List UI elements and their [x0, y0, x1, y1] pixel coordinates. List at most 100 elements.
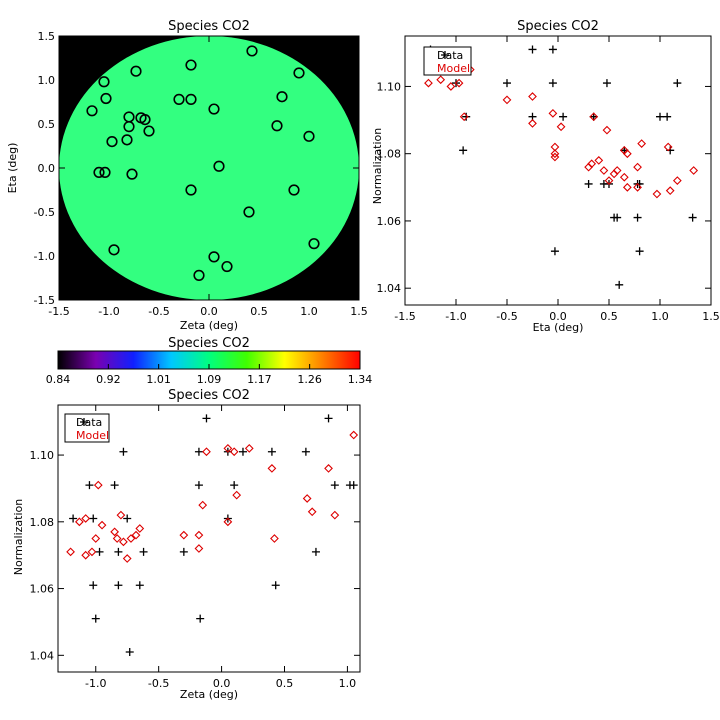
eta-legend-data-label: Data [437, 49, 463, 62]
zeta-data-point [230, 481, 239, 490]
eta-model-point [446, 82, 456, 91]
eta-data-point [462, 112, 471, 121]
zeta-data-point [89, 581, 98, 590]
zeta-model-point [91, 534, 101, 543]
eta-model-point [689, 166, 699, 175]
map-station-marker [98, 76, 110, 88]
zeta-legend-model-label: Model [76, 429, 109, 442]
eta-data-point [673, 79, 682, 88]
zeta-model-point [119, 537, 128, 547]
colorbar-panel: Species CO2 0.84 0.92 1.01 1.09 1.17 1.26 1.34 [46, 336, 373, 386]
eta-x-tick-label: 1.5 [702, 310, 720, 323]
zeta-x-tick-label: 0.0 [213, 677, 231, 690]
map-station-marker [99, 166, 111, 178]
map-station-marker [100, 92, 112, 105]
zeta-y-tick-label: 1.08 [30, 516, 55, 529]
eta-model-point [637, 139, 647, 148]
zeta-x-tick-label: -0.5 [148, 677, 169, 690]
zeta-model-point [97, 520, 107, 530]
eta-x-tick-label: 0.0 [549, 310, 567, 323]
zeta-x-ticks: -1.0 -0.5 0.0 0.5 1.0 [85, 405, 356, 690]
zeta-data-point [95, 547, 104, 556]
colorbar-tick-label: 1.01 [146, 373, 171, 386]
eta-model-point [633, 162, 642, 172]
zeta-model-point [122, 554, 132, 563]
map-y-tick-label: -1.5 [34, 294, 55, 307]
zeta-data-point [271, 581, 280, 590]
map-x-tick-label: -1.0 [98, 305, 119, 318]
map-station-marker [208, 103, 220, 115]
zeta-model-point [223, 444, 233, 453]
eta-model-point [424, 78, 433, 88]
zeta-data-point [194, 481, 203, 490]
map-y-ticks: 1.5 1.0 0.5 0.0 -0.5 -1.0 -1.5 [34, 30, 359, 307]
eta-model-point [604, 176, 614, 185]
zeta-x-tick-label: -1.0 [85, 677, 106, 690]
map-y-tick-label: 1.0 [38, 74, 56, 87]
eta-frame [404, 35, 712, 306]
eta-data-point [559, 112, 568, 121]
map-plot-area [58, 35, 360, 301]
eta-x-tick-label: -1.5 [394, 310, 415, 323]
zeta-data-point [125, 647, 134, 656]
eta-legend-box [423, 46, 472, 76]
colorbar-title: Species CO2 [168, 336, 250, 351]
eta-x-ticks: -1.5 -1.0 -0.5 0.0 0.5 1.0 1.5 [394, 36, 720, 323]
eta-data-point [548, 79, 557, 88]
eta-data-point [615, 280, 624, 289]
zeta-data-point [139, 547, 148, 556]
eta-x-tick-label: 1.0 [651, 310, 669, 323]
zeta-model-point [244, 444, 254, 453]
map-station-marker [246, 45, 258, 57]
zeta-x-tick-label: 1.0 [339, 677, 357, 690]
map-station-marker [106, 136, 118, 148]
zeta-data-point [330, 481, 339, 490]
eta-model-point [652, 189, 662, 199]
zeta-model-point [126, 534, 136, 543]
eta-data-point [602, 79, 611, 88]
map-y-axis-label: Eta (deg) [6, 143, 19, 194]
map-x-tick-label: 0.0 [200, 305, 218, 318]
map-station-marker [213, 160, 225, 172]
map-y-tick-label: 0.0 [38, 162, 56, 175]
map-y-tick-label: -0.5 [34, 206, 55, 219]
map-station-marker [303, 130, 315, 142]
eta-y-tick-label: 1.08 [377, 148, 402, 161]
eta-model-point [548, 108, 558, 118]
eta-model-point [550, 152, 560, 162]
map-title: Species CO2 [168, 19, 250, 34]
colorbar-tick-label: 1.09 [197, 373, 222, 386]
map-station-marker [108, 244, 120, 256]
eta-x-tick-label: -1.0 [445, 310, 466, 323]
map-field-disk [59, 36, 359, 300]
zeta-model-point [223, 517, 233, 527]
zeta-data-point [324, 414, 333, 423]
zeta-model-point [194, 544, 204, 553]
zeta-x-axis-label: Zeta (deg) [180, 688, 238, 701]
map-station-marker [193, 269, 205, 281]
map-y-tick-label: -1.0 [34, 250, 55, 263]
eta-model-point [619, 172, 629, 182]
zeta-model-point [81, 514, 91, 523]
eta-data-point [633, 213, 642, 222]
eta-model-point [599, 166, 609, 175]
map-station-marker [185, 184, 197, 196]
zeta-model-point [324, 464, 333, 473]
zeta-model-point [194, 530, 204, 540]
zeta-panel: Species CO2 -1.0 -0.5 0.0 0.5 1.0 1.041.061.… [12, 388, 361, 701]
zeta-legend: Data Model [64, 413, 110, 443]
map-x-tick-label: -0.5 [148, 305, 169, 318]
map-y-tick-label: 1.5 [38, 30, 56, 43]
eta-data-point [503, 79, 511, 88]
map-station-marker [126, 168, 138, 180]
zeta-data-point [196, 614, 205, 623]
map-station-marker [308, 238, 320, 250]
map-station-marker [173, 93, 185, 105]
eta-model-point [665, 186, 675, 196]
zeta-model-point [75, 517, 84, 527]
map-panel: Species CO2 -1.5 -1.0 -0.5 0.0 0.5 1.0 1.5 1.5… [6, 19, 368, 332]
eta-model-point [612, 166, 622, 175]
map-x-tick-label: 1.5 [350, 305, 368, 318]
zeta-model-point [93, 480, 103, 490]
